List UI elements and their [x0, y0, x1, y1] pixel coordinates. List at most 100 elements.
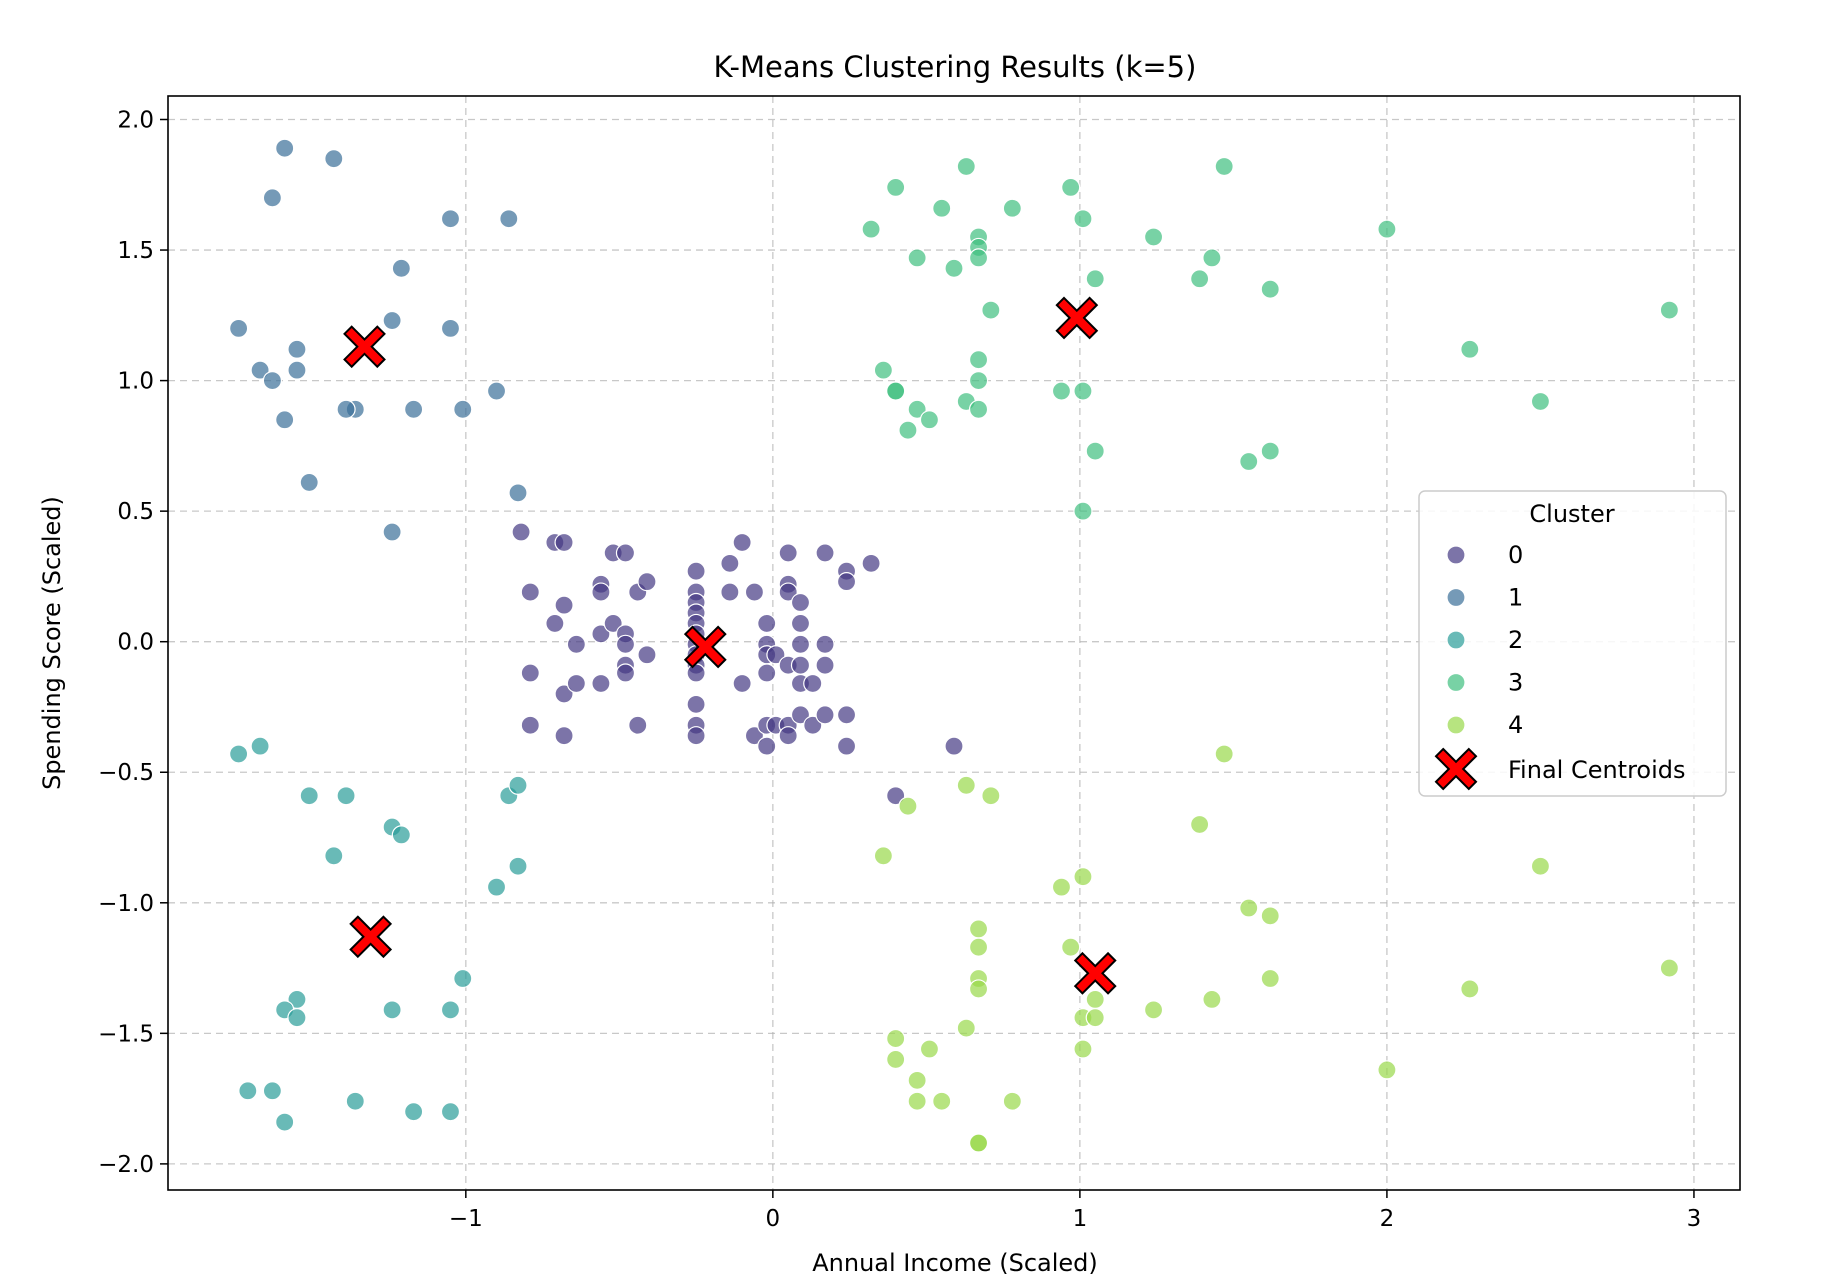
data-point-cluster-4	[907, 1070, 927, 1090]
y-tick-label: −1.5	[98, 1021, 154, 1047]
data-point-cluster-0	[944, 736, 964, 756]
data-point-cluster-2	[508, 775, 528, 795]
data-point-cluster-4	[1073, 867, 1093, 887]
data-point-cluster-0	[686, 561, 706, 581]
data-point-cluster-3	[932, 198, 952, 218]
centroid-marker	[1073, 951, 1117, 995]
data-point-cluster-4	[1143, 1000, 1164, 1020]
data-point-cluster-0	[615, 543, 636, 563]
data-point-cluster-3	[1143, 227, 1164, 247]
data-point-cluster-0	[732, 532, 752, 553]
legend-label-cluster-0: 0	[1508, 541, 1523, 569]
data-point-cluster-0	[511, 522, 531, 542]
data-point-cluster-4	[1260, 906, 1280, 926]
data-point-cluster-0	[720, 582, 740, 602]
legend-label-cluster-3: 3	[1508, 669, 1523, 697]
data-point-cluster-2	[440, 1000, 461, 1020]
y-tick-label: 0.5	[117, 499, 154, 525]
legend-items: 0 1 2 3 4	[1434, 541, 1523, 791]
data-point-cluster-4	[1239, 898, 1259, 918]
y-tick-label: −2.0	[98, 1152, 154, 1178]
data-point-cluster-0	[803, 715, 823, 735]
data-point-cluster-3	[1190, 269, 1210, 289]
data-point-cluster-0	[554, 595, 574, 615]
y-axis-title: Spending Score (Scaled)	[38, 496, 66, 790]
data-point-cluster-0	[790, 592, 811, 613]
x-tick-label: 0	[766, 1206, 781, 1232]
data-point-cluster-0	[744, 726, 765, 746]
data-point-cluster-4	[968, 937, 989, 957]
data-point-cluster-1	[440, 318, 461, 338]
centroid-marker	[683, 625, 727, 669]
data-point-cluster-1	[486, 381, 507, 401]
data-point-cluster-2	[262, 1081, 282, 1101]
data-point-cluster-4	[919, 1039, 940, 1059]
data-point-cluster-3	[1260, 441, 1280, 461]
data-point-cluster-3	[861, 219, 881, 239]
y-tick-label: 0.0	[117, 630, 154, 656]
data-point-cluster-3	[1073, 501, 1093, 521]
data-point-cluster-1	[275, 138, 295, 158]
legend-marker-cluster-4	[1446, 715, 1466, 735]
data-point-cluster-3	[1061, 177, 1081, 197]
x-tick-label: 2	[1380, 1206, 1395, 1232]
data-point-cluster-0	[591, 673, 611, 694]
data-point-cluster-0	[686, 694, 706, 714]
data-point-cluster-0	[732, 673, 752, 694]
centroid-marker	[349, 915, 393, 959]
data-point-cluster-0	[566, 673, 586, 694]
data-point-cluster-1	[382, 310, 402, 331]
data-point-cluster-0	[628, 715, 648, 735]
data-point-cluster-0	[815, 655, 835, 675]
legend-label-cluster-2: 2	[1508, 626, 1523, 654]
data-point-cluster-1	[287, 360, 307, 380]
data-point-cluster-4	[1260, 968, 1280, 989]
data-point-cluster-0	[591, 624, 611, 644]
data-point-cluster-4	[1073, 1039, 1093, 1059]
plot-frame	[167, 95, 1741, 1191]
data-point-cluster-3	[907, 248, 927, 268]
data-point-cluster-0	[520, 663, 540, 683]
y-tick-label: 2.0	[117, 107, 154, 133]
data-point-cluster-0	[836, 572, 857, 592]
data-point-cluster-4	[1202, 989, 1222, 1009]
data-point-cluster-0	[603, 613, 623, 634]
data-point-cluster-2	[299, 786, 319, 806]
data-point-cluster-0	[554, 726, 574, 746]
data-point-cluster-4	[968, 979, 989, 999]
legend-frame	[1418, 490, 1727, 797]
data-point-cluster-1	[336, 399, 356, 419]
data-point-cluster-2	[382, 1000, 402, 1020]
data-point-cluster-3	[968, 350, 989, 370]
data-point-cluster-0	[720, 553, 740, 573]
data-point-cluster-0	[790, 705, 811, 725]
data-point-cluster-3	[907, 399, 927, 419]
data-point-cluster-3	[1073, 381, 1093, 401]
data-point-cluster-2	[287, 1008, 307, 1028]
data-point-cluster-2	[336, 786, 356, 806]
data-point-cluster-0	[886, 786, 906, 806]
data-point-cluster-0	[591, 582, 611, 602]
data-point-cluster-3	[886, 381, 906, 401]
data-point-cluster-3	[886, 177, 906, 197]
data-point-cluster-4	[1085, 989, 1105, 1009]
data-point-cluster-3	[1214, 156, 1234, 177]
data-point-cluster-3	[968, 370, 989, 391]
legend-marker-centroids	[1434, 747, 1478, 791]
data-point-cluster-4	[981, 786, 1001, 806]
data-point-cluster-1	[440, 209, 461, 229]
data-point-cluster-4	[956, 775, 976, 795]
data-point-cluster-0	[815, 543, 835, 563]
data-points	[229, 138, 1679, 1153]
data-point-cluster-0	[615, 634, 636, 654]
x-tick-label: −1	[449, 1206, 483, 1232]
data-point-cluster-3	[981, 300, 1001, 320]
data-point-cluster-3	[1085, 269, 1105, 289]
data-point-cluster-1	[262, 370, 282, 391]
data-point-cluster-0	[757, 613, 777, 634]
data-point-cluster-0	[757, 736, 777, 756]
data-point-cluster-0	[766, 645, 786, 665]
data-point-cluster-0	[790, 634, 811, 654]
data-point-cluster-3	[919, 410, 940, 430]
y-tick-label: 1.0	[117, 369, 154, 395]
